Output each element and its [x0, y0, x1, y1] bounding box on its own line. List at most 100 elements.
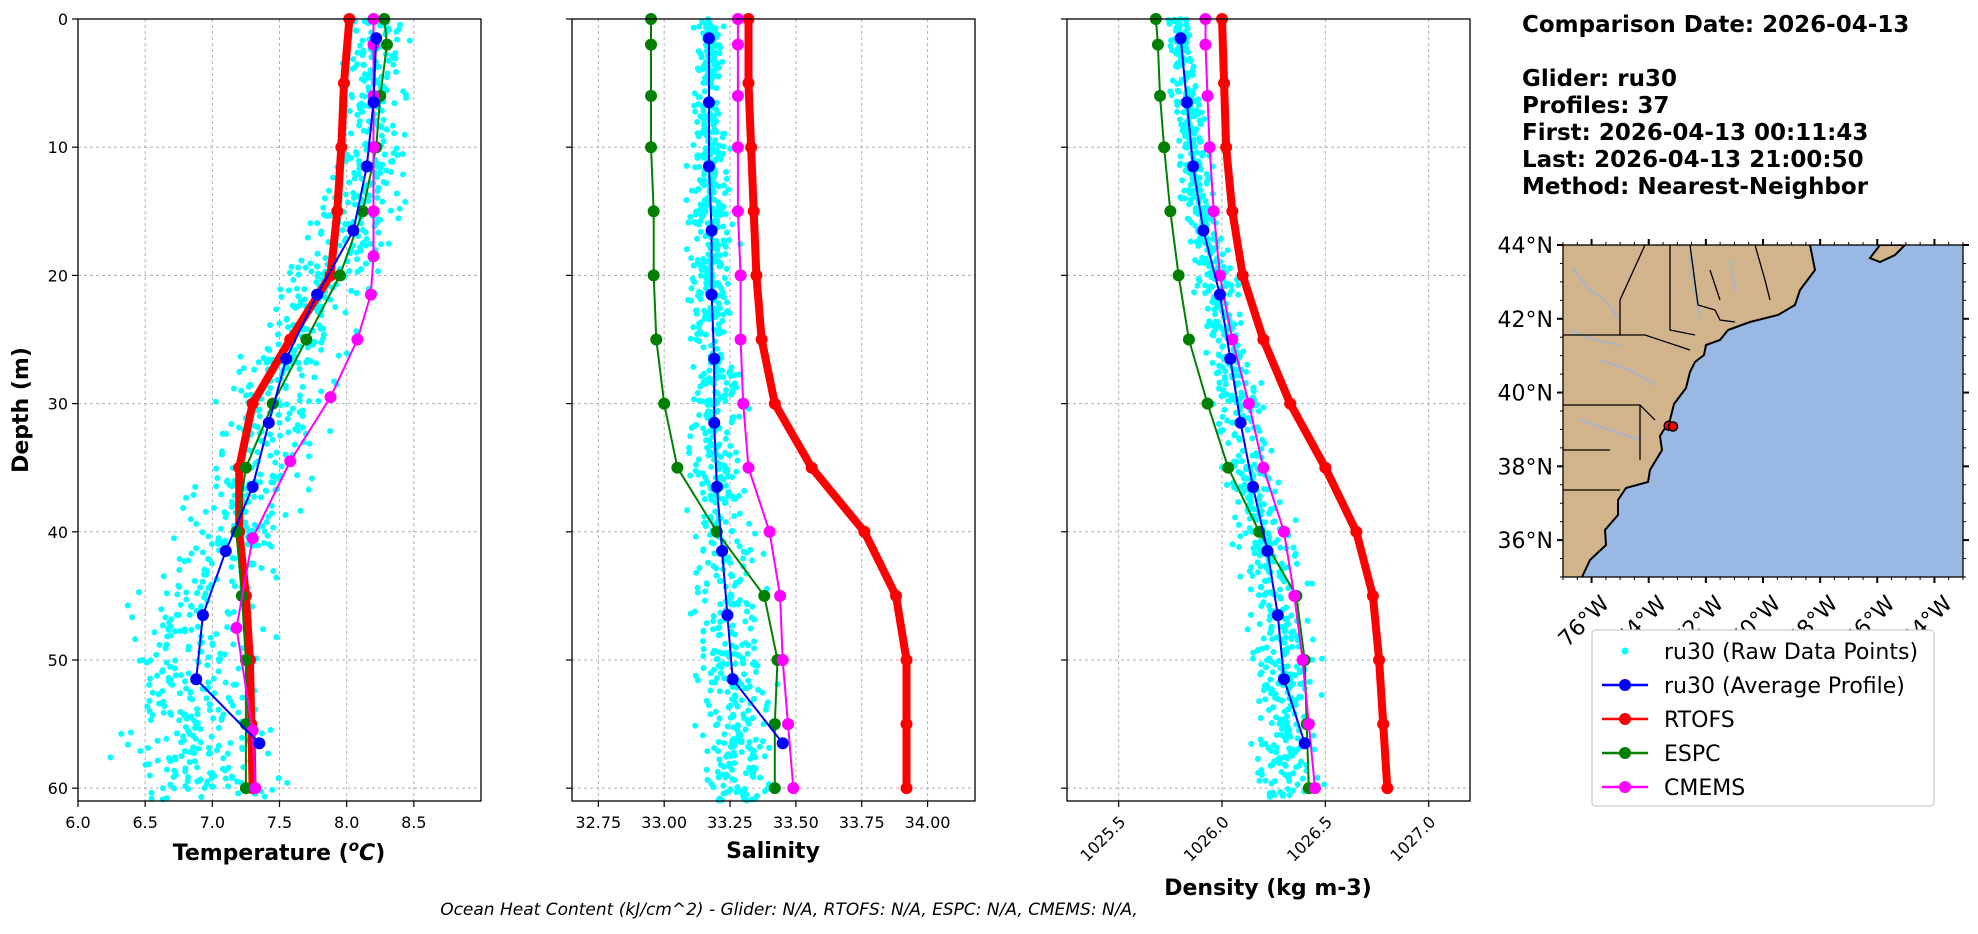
raw-data-point [193, 545, 200, 552]
raw-data-point [707, 441, 714, 448]
x-tick-label: 1027.0 [1386, 812, 1439, 865]
raw-data-point [132, 636, 139, 643]
raw-data-point [1279, 792, 1286, 799]
raw-data-point [716, 142, 723, 149]
raw-data-point [1268, 447, 1275, 454]
raw-data-point [291, 441, 298, 448]
ru30-average-profile-point [1187, 160, 1200, 173]
raw-data-point [1246, 502, 1253, 509]
raw-data-point [736, 413, 743, 420]
ru30-average-profile-point [1213, 288, 1226, 301]
raw-data-point [305, 453, 312, 460]
rtofs-point [755, 333, 768, 346]
raw-data-point [322, 254, 329, 261]
raw-data-point [703, 79, 710, 86]
raw-data-point [375, 229, 382, 236]
raw-data-point [738, 749, 745, 756]
raw-data-point [1255, 592, 1262, 599]
raw-data-point [742, 618, 749, 625]
legend-marker [1619, 747, 1631, 759]
raw-data-point [389, 158, 396, 165]
raw-data-point [686, 449, 693, 456]
raw-data-point [741, 715, 748, 722]
raw-data-point [723, 429, 730, 436]
raw-data-point [729, 221, 736, 228]
raw-data-point [1179, 127, 1186, 134]
raw-data-point [294, 427, 301, 434]
raw-data-point [1267, 762, 1274, 769]
raw-data-point [199, 529, 206, 536]
raw-data-point [1226, 291, 1233, 298]
raw-data-point [711, 148, 718, 155]
raw-data-point [713, 30, 720, 37]
raw-data-point [734, 651, 741, 658]
raw-data-point [715, 321, 722, 328]
map-land [1563, 245, 1815, 577]
raw-data-point [1244, 426, 1251, 433]
raw-data-point [1263, 644, 1270, 651]
raw-data-point [700, 628, 707, 635]
raw-data-point [1256, 777, 1263, 784]
raw-data-point [697, 228, 704, 235]
y-tick-label: 50 [48, 651, 68, 670]
raw-data-point [1228, 282, 1235, 289]
raw-data-point [1246, 525, 1253, 532]
raw-data-point [311, 374, 318, 381]
raw-data-point [293, 285, 300, 292]
raw-data-point [712, 499, 719, 506]
raw-data-point [194, 706, 201, 713]
map-nova-scotia [1870, 245, 1905, 262]
raw-data-point [197, 739, 204, 746]
raw-data-point [397, 21, 404, 28]
rtofs-point [742, 77, 755, 90]
raw-data-point [727, 442, 734, 449]
raw-data-point [393, 190, 400, 197]
raw-data-point [182, 723, 189, 730]
raw-data-point [1253, 543, 1260, 550]
raw-data-point [692, 211, 699, 218]
raw-data-point [266, 322, 273, 329]
raw-data-point [697, 383, 704, 390]
raw-data-point [181, 626, 188, 633]
raw-data-point [1197, 138, 1204, 145]
y-tick-label: 40 [48, 523, 68, 542]
map-rivers [1569, 254, 1736, 441]
raw-data-point [697, 130, 704, 137]
ru30-average-profile-point [702, 96, 715, 109]
raw-data-point [273, 634, 280, 641]
raw-data-point [1190, 136, 1197, 143]
ru30-average-profile-point [1224, 352, 1237, 365]
raw-data-point [1207, 283, 1214, 290]
raw-data-point [268, 502, 275, 509]
raw-data-point [359, 37, 366, 44]
raw-data-point [1278, 560, 1285, 567]
raw-data-point [275, 775, 282, 782]
raw-data-point [687, 335, 694, 342]
raw-data-point [716, 715, 723, 722]
raw-data-point [283, 315, 290, 322]
raw-data-point [199, 549, 206, 556]
raw-data-point [1276, 499, 1283, 506]
raw-data-point [268, 510, 275, 517]
salinity-axis-label: Salinity [726, 839, 820, 864]
raw-data-point [1288, 612, 1295, 619]
raw-data-point [1306, 678, 1313, 685]
raw-data-point [1270, 704, 1277, 711]
raw-data-point [215, 668, 222, 675]
raw-data-point [1261, 682, 1268, 689]
x-tick-label: 34.00 [905, 813, 951, 832]
legend-item-ru30-raw-data-points: ru30 (Raw Data Points) [1621, 640, 1918, 665]
raw-data-point [1266, 793, 1273, 800]
raw-data-point [261, 539, 268, 546]
cmems-point [367, 141, 380, 154]
raw-data-point [715, 774, 722, 781]
raw-data-point [1210, 321, 1217, 328]
raw-data-point [1239, 447, 1246, 454]
raw-data-point [712, 679, 719, 686]
ru30-average-profile-point [726, 673, 739, 686]
raw-data-point [725, 704, 732, 711]
raw-data-point [203, 695, 210, 702]
raw-data-point [756, 743, 763, 750]
rtofs-point [246, 397, 259, 410]
raw-data-point [1192, 193, 1199, 200]
